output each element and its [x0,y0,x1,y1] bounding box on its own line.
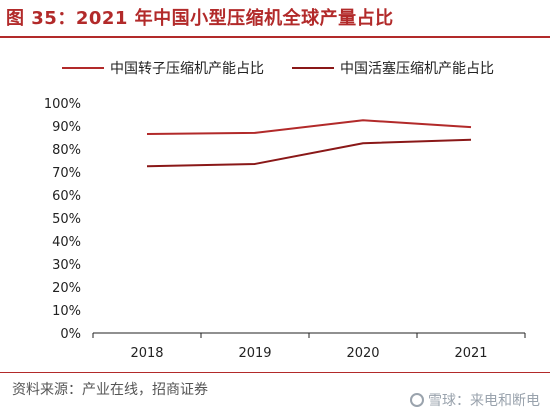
source-rule [0,372,550,373]
x-tick-label: 2018 [130,346,163,361]
snowball-icon [410,393,424,407]
legend-swatch-piston [292,67,334,69]
y-tick-label: 10% [52,304,81,319]
legend-swatch-rotary [62,67,104,69]
x-tick-label: 2020 [346,346,379,361]
y-tick-label: 70% [52,166,81,181]
watermark: 雪球：来电和断电 [410,390,540,410]
y-tick-label: 30% [52,258,81,273]
y-tick-label: 80% [52,143,81,158]
y-tick-label: 0% [60,327,81,342]
y-tick-label: 90% [52,120,81,135]
series-line-piston [146,138,472,168]
title-rule [0,36,550,38]
legend-item-rotary: 中国转子压缩机产能占比 [62,58,264,78]
y-tick-label: 100% [44,97,81,112]
series-line-rotary [146,119,472,136]
y-tick-label: 40% [52,235,81,250]
legend-label-piston: 中国活塞压缩机产能占比 [340,61,494,77]
y-tick-label: 60% [52,189,81,204]
x-tick-label: 2019 [238,346,271,361]
y-tick-label: 20% [52,281,81,296]
line-chart: 2018 2019 2020 2021 0% 10% 20% 30% 40% 50% 60% 70% 8… [44,97,526,361]
figure-title: 图 35：2021 年中国小型压缩机全球产量占比 [6,8,394,29]
x-tick-label: 2021 [454,346,487,361]
watermark-text: 雪球：来电和断电 [428,393,540,409]
source-note: 资料来源：产业在线，招商证券 [12,382,208,398]
legend-label-rotary: 中国转子压缩机产能占比 [110,61,264,77]
legend-item-piston: 中国活塞压缩机产能占比 [292,58,494,78]
chart-legend: 中国转子压缩机产能占比 中国活塞压缩机产能占比 [0,58,550,80]
y-tick-label: 50% [52,212,81,227]
